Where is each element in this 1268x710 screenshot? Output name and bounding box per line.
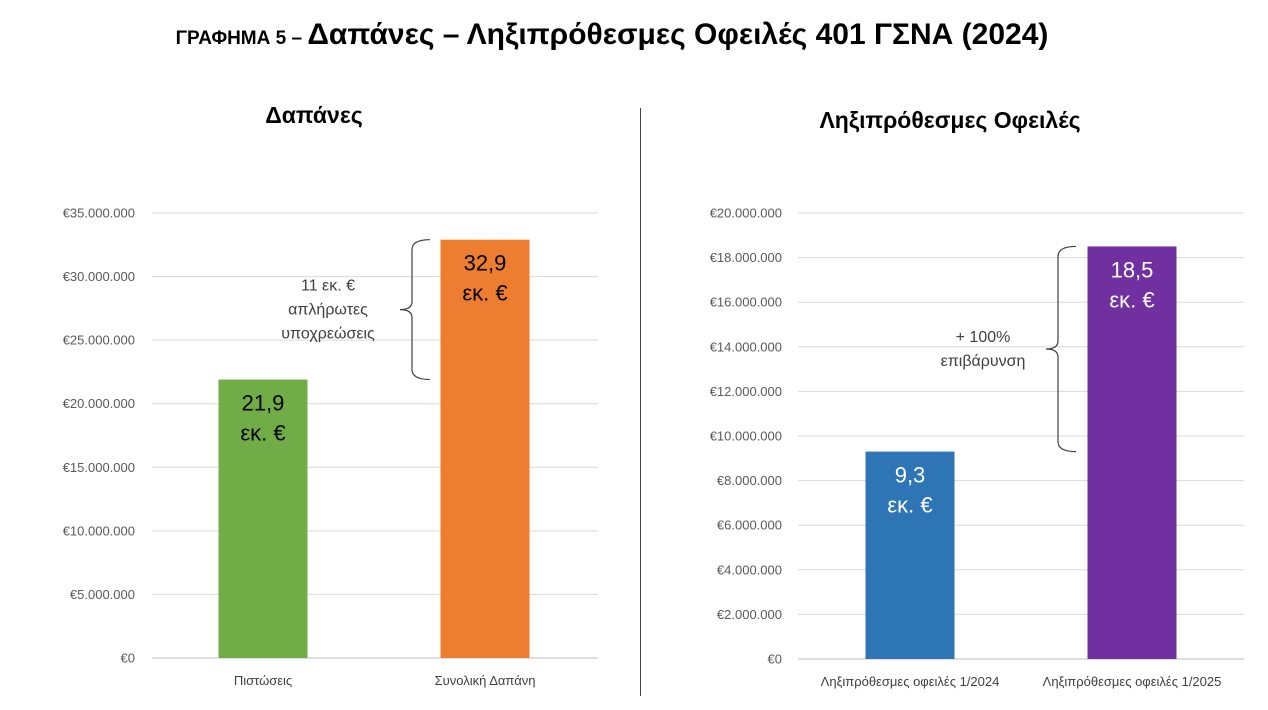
chart1-data-label-1-line-1: εκ. € <box>1109 287 1154 312</box>
chart1-y-tick-label-5: €10.000.000 <box>710 429 782 444</box>
chart0-y-tick-label-3: €15.000.000 <box>63 460 135 475</box>
chart1-y-tick-label-1: €2.000.000 <box>717 607 782 622</box>
page-title: ΓΡΑΦΗΜΑ 5 – Δαπάνες – Ληξιπρόθεσμες Οφει… <box>0 18 1224 52</box>
chart1-annotation-text-line-0: + 100% <box>956 329 1011 346</box>
chart-title-overdue-debts: Ληξιπρόθεσμες Οφειλές <box>819 107 1081 133</box>
chart1-category-label-0: Ληξιπρόθεσμες οφειλές 1/2024 <box>821 674 1000 689</box>
chart1-annotation-bracket <box>1045 245 1077 453</box>
chart1-data-label-0-line-1: εκ. € <box>887 493 932 518</box>
chart1-bar-0 <box>865 451 955 659</box>
chart1-y-tick-label-6: €12.000.000 <box>710 384 782 399</box>
chart0-data-label-1-line-1: εκ. € <box>462 281 507 306</box>
chart1-y-tick-label-3: €6.000.000 <box>717 518 782 533</box>
chart1-bar-1 <box>1087 246 1177 659</box>
chart0-annotation-bracket <box>399 239 431 381</box>
chart0-annotation-text-line-1: απλήρωτες <box>288 302 368 319</box>
page-title-prefix: ΓΡΑΦΗΜΑ 5 – <box>175 28 308 49</box>
chart1-annotation-text-line-1: επιβάρυνση <box>941 353 1026 370</box>
chart0-y-tick-label-4: €20.000.000 <box>63 396 135 411</box>
chart0-y-tick-label-6: €30.000.000 <box>63 269 135 284</box>
chart0-data-label-0-line-0: 21,9 <box>242 391 285 416</box>
chart1-y-tick-label-10: €20.000.000 <box>710 206 782 221</box>
chart-divider <box>640 108 641 696</box>
page-title-main: Δαπάνες – Ληξιπρόθεσμες Οφειλές 401 ΓΣΝΑ… <box>307 18 1049 51</box>
chart1-y-tick-label-9: €18.000.000 <box>710 250 782 265</box>
chart0-bar-0 <box>218 379 308 658</box>
chart0-bar-1 <box>440 239 530 658</box>
chart0-category-label-1: Συνολική Δαπάνη <box>435 673 536 688</box>
chart1-y-tick-label-4: €8.000.000 <box>717 473 782 488</box>
chart1-data-label-0-line-0: 9,3 <box>895 463 926 488</box>
chart0-y-tick-label-0: €0 <box>121 651 135 666</box>
chart0-y-tick-label-2: €10.000.000 <box>63 523 135 538</box>
chart1-y-tick-label-7: €14.000.000 <box>710 339 782 354</box>
chart1-y-tick-label-0: €0 <box>768 652 782 667</box>
chart1-data-label-1-line-0: 18,5 <box>1111 257 1154 282</box>
chart0-data-label-0-line-1: εκ. € <box>240 421 285 446</box>
chart-title-expenses: Δαπάνες <box>265 102 363 128</box>
chart1-y-tick-label-8: €16.000.000 <box>710 295 782 310</box>
chart1-category-label-1: Ληξιπρόθεσμες οφειλές 1/2025 <box>1043 674 1222 689</box>
chart0-category-label-0: Πιστώσεις <box>234 673 292 688</box>
chart0-annotation-text-line-0: 11 εκ. € <box>301 278 355 295</box>
chart0-data-label-1-line-0: 32,9 <box>464 251 507 276</box>
chart0-y-tick-label-7: €35.000.000 <box>63 206 135 221</box>
chart1-y-tick-label-2: €4.000.000 <box>717 562 782 577</box>
chart0-annotation-text-line-2: υποχρεώσεις <box>281 326 375 343</box>
chart0-y-tick-label-1: €5.000.000 <box>70 587 135 602</box>
chart0-y-tick-label-5: €25.000.000 <box>63 333 135 348</box>
